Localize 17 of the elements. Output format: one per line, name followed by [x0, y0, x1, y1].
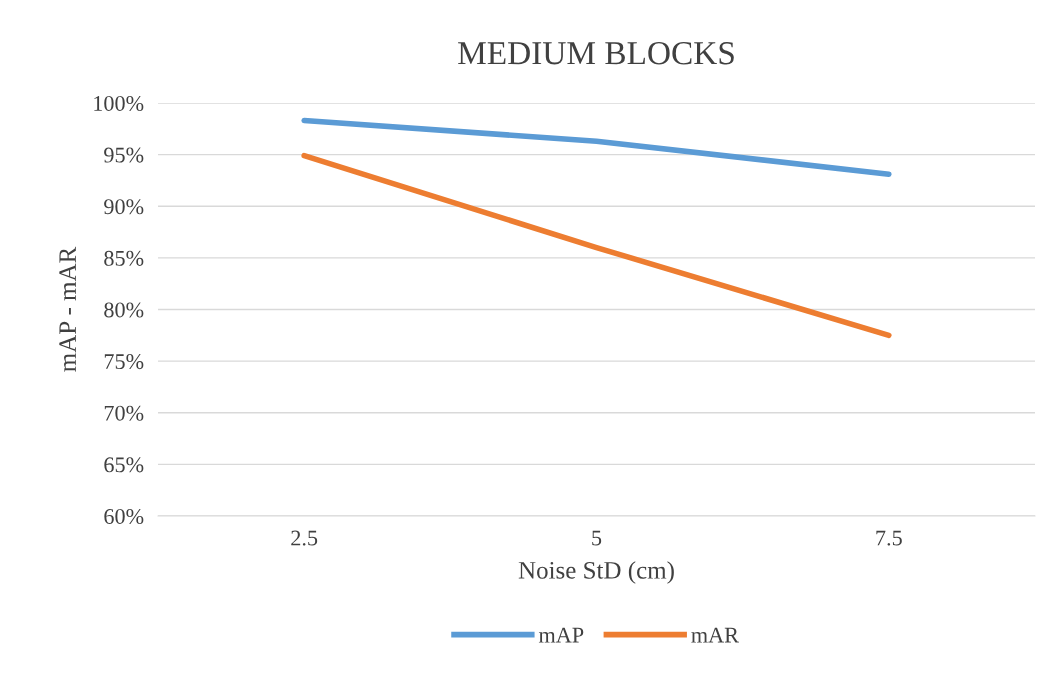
y-tick-label: 90% [104, 199, 144, 215]
x-tick-label: 5 [592, 530, 602, 546]
y-tick-label: 100% [94, 95, 144, 111]
x-tick-label: 7.5 [876, 530, 902, 546]
y-tick-label: 95% [104, 147, 144, 163]
y-tick-label: 85% [104, 250, 144, 266]
y-tick-label: 60% [104, 508, 144, 524]
y-axis-title: mAP - mAR [59, 246, 76, 372]
y-tick-label: 70% [104, 405, 144, 421]
x-tick-label: 2.5 [291, 530, 318, 546]
y-tick-label: 65% [104, 457, 144, 473]
x-axis-title: Noise StD (cm) [518, 561, 674, 584]
chart-title: MEDIUM BLOCKS [458, 42, 734, 65]
y-tick-label: 80% [104, 302, 144, 318]
legend-label: mAP [538, 627, 584, 643]
legend-label: mAR [691, 627, 739, 643]
y-tick-label: 75% [104, 354, 144, 370]
